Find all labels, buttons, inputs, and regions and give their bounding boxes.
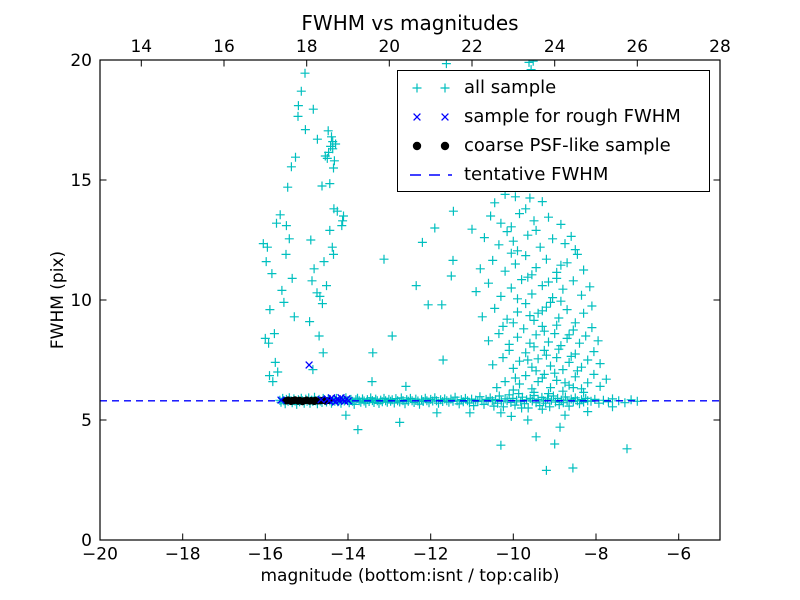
y-tick-label: 20 (70, 51, 92, 71)
x-top-tick-label: 14 (130, 37, 152, 57)
y-tick-label: 10 (70, 291, 92, 311)
x-top-tick-label: 22 (461, 37, 483, 57)
y-tick-label: 15 (70, 171, 92, 191)
x-bottom-tick-label: −6 (666, 545, 691, 565)
legend-entry-psf-sample: coarse PSF-like sample (398, 132, 709, 160)
x-top-tick-label: 26 (626, 37, 648, 57)
y-tick-label: 5 (81, 411, 92, 431)
x-top-tick-label: 16 (213, 37, 235, 57)
x-bottom-tick-label: −12 (413, 545, 449, 565)
legend-label: coarse PSF-like sample (464, 135, 671, 156)
x-bottom-tick-label: −14 (330, 545, 366, 565)
x-bottom-tick-label: −20 (82, 545, 118, 565)
x-top-tick-label: 20 (378, 37, 400, 57)
circle-marker-icon (412, 141, 450, 150)
x-top-tick-label: 18 (296, 37, 318, 57)
x-bottom-tick-label: −8 (583, 545, 608, 565)
x-marker-icon (413, 112, 449, 121)
legend-label: tentative FWHM (464, 164, 609, 185)
legend: all sample sample for rough FWHM coarse … (397, 70, 710, 192)
x-bottom-tick-label: −18 (165, 545, 201, 565)
x-axis-label: magnitude (bottom:isnt / top:calib) (260, 566, 560, 586)
x-bottom-tick-label: −10 (495, 545, 531, 565)
legend-entry-rough-fwhm: sample for rough FWHM (398, 103, 709, 131)
series-x (277, 361, 353, 406)
plus-marker-icon (412, 83, 450, 92)
legend-entry-tentative-fwhm: tentative FWHM (398, 161, 709, 189)
y-tick-label: 0 (81, 531, 92, 551)
y-axis-label: FWHM (pix) (48, 250, 68, 350)
x-bottom-tick-label: −16 (247, 545, 283, 565)
x-top-tick-label: 24 (544, 37, 566, 57)
x-top-tick-label: 28 (709, 37, 731, 57)
legend-label: sample for rough FWHM (464, 106, 681, 127)
legend-label: all sample (464, 77, 557, 98)
dashed-line-icon (410, 173, 452, 176)
chart-title: FWHM vs magnitudes (301, 11, 519, 35)
legend-entry-all-sample: all sample (398, 74, 709, 102)
